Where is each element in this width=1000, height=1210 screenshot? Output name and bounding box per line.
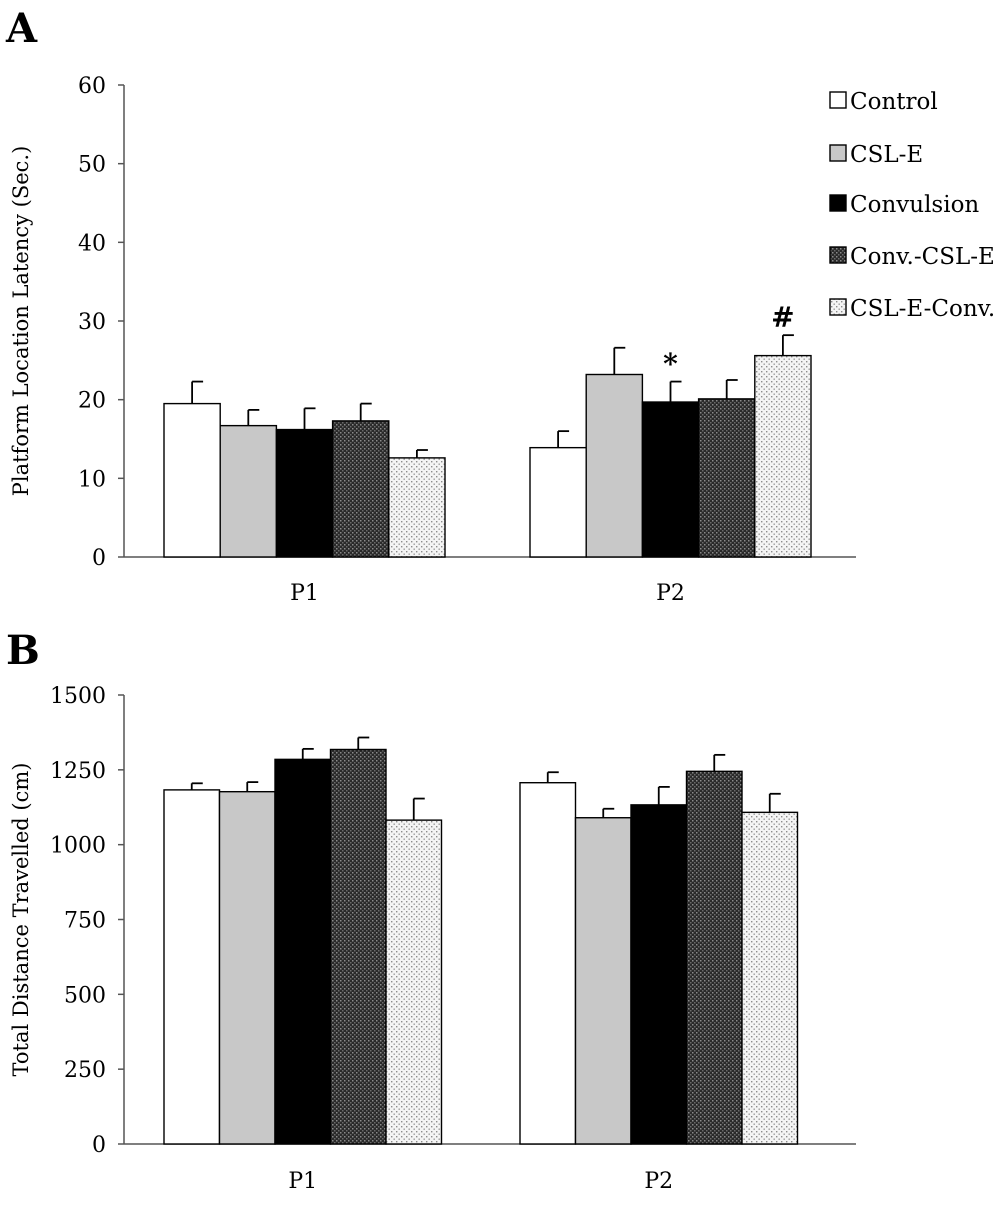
bar-1-1-0	[519, 782, 577, 1145]
legend: Control CSL-E Convulsion Conv.-CSL-E CSL-E-C…	[829, 89, 995, 322]
y-axis-title: Platform Location Latency (Sec.)	[9, 146, 33, 497]
bar-1-0-4	[385, 819, 443, 1145]
y-tick-label: 0	[92, 546, 106, 571]
y-tick-label: 10	[78, 467, 106, 492]
y-tick-label: 0	[92, 1133, 106, 1158]
legend-label: Conv.-CSL-E	[850, 244, 995, 270]
bar-0-1-3	[697, 398, 756, 558]
bar-0-1-0	[529, 446, 587, 558]
bar-1-1-4	[741, 811, 799, 1145]
bar-1-1-1	[574, 817, 632, 1145]
bar-0-1-4	[754, 354, 812, 558]
bar-0-1-2	[641, 401, 700, 558]
x-category-label: P2	[656, 581, 685, 606]
bar-0-0-2	[275, 428, 334, 558]
y-tick-label: 1250	[50, 759, 106, 784]
bar-0-0-0	[163, 402, 221, 558]
bar-0-1-1	[585, 373, 644, 558]
y-tick-label: 50	[78, 153, 106, 178]
bar-1-0-1	[218, 790, 276, 1145]
y-tick-label: 30	[78, 310, 106, 335]
legend-swatch	[829, 144, 847, 162]
legend-swatch	[829, 91, 847, 109]
legend-label: CSL-E	[850, 142, 923, 168]
legend-swatch	[829, 194, 847, 212]
significance-mark: #	[771, 301, 794, 334]
panel-b-letter: B	[6, 627, 40, 674]
y-tick-label: 20	[78, 389, 106, 414]
y-tick-label: 60	[78, 74, 106, 99]
y-axis-title: Total Distance Travelled (cm)	[9, 763, 33, 1077]
y-tick-label: 750	[64, 909, 106, 934]
x-category-label: P1	[288, 1169, 317, 1194]
y-tick-label: 1000	[50, 834, 106, 859]
legend-label: CSL-E-Conv.	[850, 296, 995, 322]
legend-swatch	[829, 246, 847, 264]
x-category-label: P2	[644, 1169, 673, 1194]
bar-1-0-2	[274, 758, 332, 1145]
y-tick-label: 500	[64, 983, 106, 1008]
bar-1-0-3	[329, 748, 387, 1145]
bar-0-0-1	[219, 424, 278, 558]
bar-0-0-4	[388, 457, 446, 558]
y-tick-label: 40	[78, 231, 106, 256]
legend-label: Control	[850, 89, 938, 115]
legend-swatch	[829, 298, 847, 316]
panel-a-chart: 0 10 20 30 40 50 60 Platform Location Latency (…	[9, 74, 856, 606]
y-tick-label: 250	[64, 1058, 106, 1083]
bar-0-0-3	[331, 420, 390, 558]
x-category-label: P1	[290, 581, 319, 606]
panel-a-letter: A	[5, 5, 38, 52]
y-tick-label: 1500	[50, 684, 106, 709]
bar-1-1-2	[630, 804, 688, 1145]
bar-1-0-0	[163, 789, 221, 1145]
bar-1-1-3	[685, 770, 743, 1145]
significance-mark: *	[663, 348, 678, 381]
panel-b-chart: 0 250 500 750 1000 1250 1500 Total Distance Tra…	[9, 684, 856, 1194]
legend-label: Convulsion	[850, 192, 979, 218]
